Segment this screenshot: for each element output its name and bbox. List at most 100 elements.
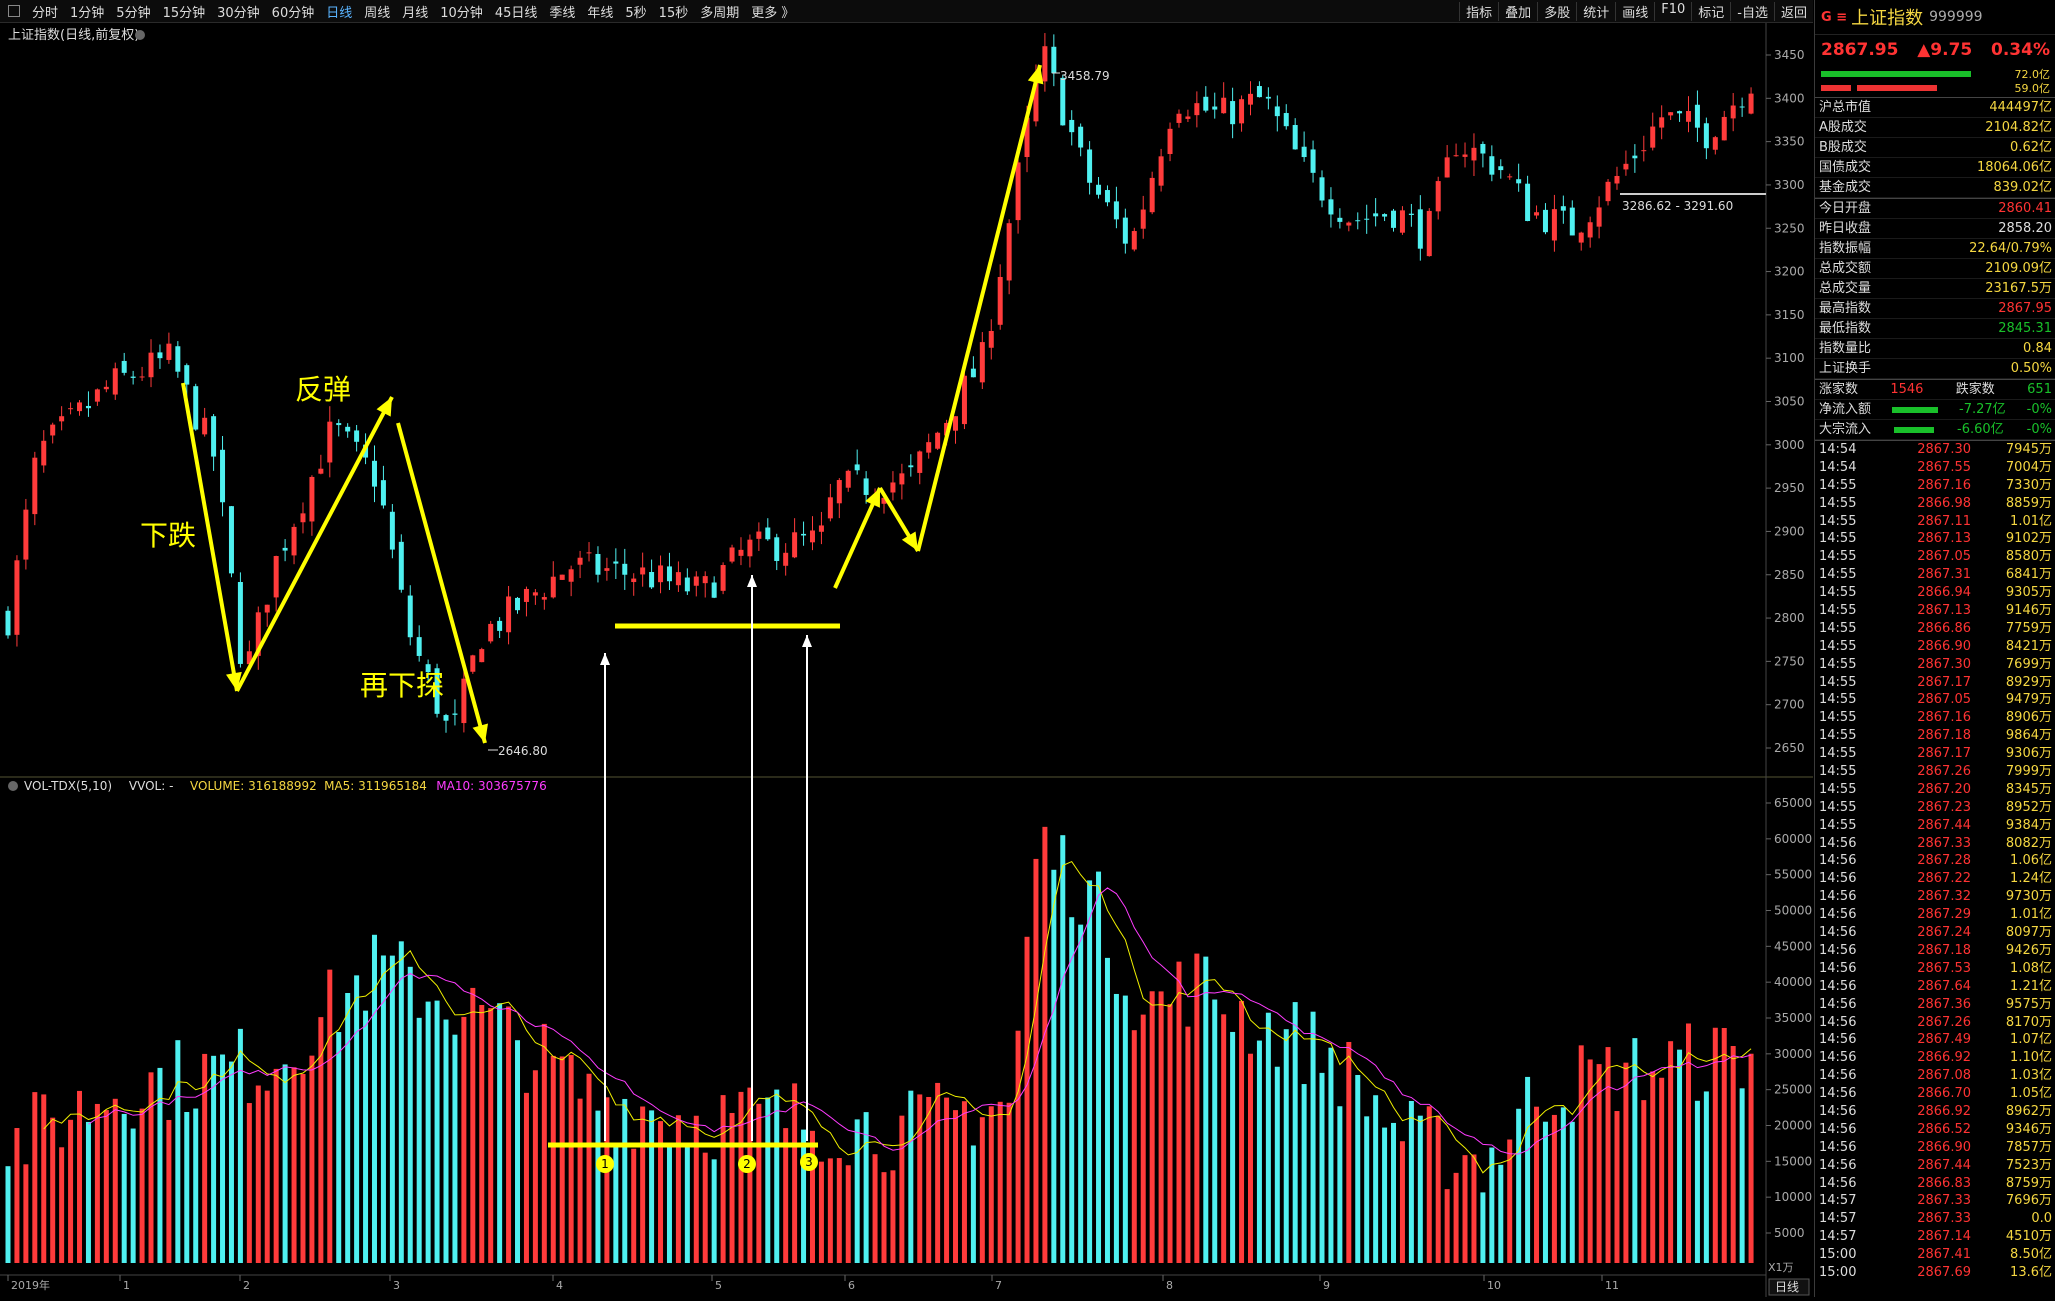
flow2-bar xyxy=(1894,426,1935,433)
period-tab-7[interactable]: 周线 xyxy=(364,5,391,21)
candle-body xyxy=(1167,128,1173,155)
period-tab-1[interactable]: 1分钟 xyxy=(70,5,105,21)
stats1-row: B股成交 0.62亿 xyxy=(1815,138,2055,158)
flow1-value: -7.27亿 xyxy=(1959,402,2006,417)
volume-bar xyxy=(1730,1046,1736,1263)
tick-price: 2866.90 xyxy=(1917,638,1971,654)
time-axis-label: 2 xyxy=(243,1279,250,1292)
candle-body xyxy=(1185,116,1191,119)
candle-body xyxy=(586,552,592,554)
vol-axis-label: 55000 xyxy=(1774,868,1812,882)
period-tab-2[interactable]: 5分钟 xyxy=(116,5,151,21)
tool-tab-3[interactable]: 统计 xyxy=(1576,1,1615,21)
volume-bar xyxy=(658,1121,664,1263)
candle-body xyxy=(157,352,163,359)
tick-list[interactable]: 14:54 2867.30 7945万 14:54 2867.55 7004万 14:55 2… xyxy=(1815,440,2055,1282)
price-axis-label: 2700 xyxy=(1774,698,1805,712)
tool-tab-1[interactable]: 叠加 xyxy=(1498,1,1537,21)
tick-row: 14:56 2867.64 1.21亿 xyxy=(1815,978,2055,996)
tick-time: 14:56 xyxy=(1819,1050,1857,1066)
tool-tab-8[interactable]: 返回 xyxy=(1773,1,1813,21)
tick-price: 2866.90 xyxy=(1917,1139,1971,1155)
volume-bar xyxy=(729,1112,735,1263)
tool-tab-7[interactable]: -自选 xyxy=(1730,1,1774,21)
stats2-row: 总成交额 2109.09亿 xyxy=(1815,259,2055,279)
candle-body xyxy=(291,526,297,556)
period-tab-14[interactable]: 15秒 xyxy=(658,5,689,21)
period-tab-8[interactable]: 月线 xyxy=(402,5,429,21)
volume-bar xyxy=(613,1144,619,1263)
badge-icon[interactable]: G ≡ xyxy=(1821,9,1848,25)
kline-chart-area[interactable]: 上证指数(日线,前复权) 3450 3400 3350 3300 3250 3200 3150… xyxy=(0,23,1813,1297)
candle-body xyxy=(854,464,860,471)
tick-time: 14:56 xyxy=(1819,1157,1857,1173)
volume-bar xyxy=(1623,1062,1629,1263)
tick-row: 14:55 2867.11 1.01亿 xyxy=(1815,513,2055,531)
tick-time: 14:55 xyxy=(1819,477,1857,493)
marker-circle xyxy=(738,1155,756,1173)
candle-body xyxy=(649,572,655,588)
tick-time: 14:55 xyxy=(1819,710,1857,726)
period-tab-4[interactable]: 30分钟 xyxy=(217,5,260,21)
volume-bar xyxy=(1426,1106,1432,1263)
period-tab-6[interactable]: 日线 xyxy=(326,5,353,21)
period-tab-16[interactable]: 更多 》 xyxy=(751,5,795,21)
period-tab-3[interactable]: 15分钟 xyxy=(162,5,206,21)
tool-tab-5[interactable]: F10 xyxy=(1654,1,1691,21)
tick-volume: 9346万 xyxy=(2005,1121,2052,1137)
volume-bar xyxy=(291,1067,297,1263)
tool-tab-0[interactable]: 指标 xyxy=(1459,1,1498,21)
period-tab-12[interactable]: 年线 xyxy=(587,5,614,21)
tick-price: 2867.36 xyxy=(1917,996,1971,1012)
volume-bar xyxy=(85,1121,91,1263)
candle-body xyxy=(1525,183,1531,222)
period-tab-0[interactable]: 分时 xyxy=(32,5,59,21)
period-tab-10[interactable]: 45日线 xyxy=(494,5,538,21)
annotation-down-again: 再下探 xyxy=(360,669,444,702)
volume-bar xyxy=(863,1112,869,1263)
vol-axis-label: 65000 xyxy=(1774,796,1812,810)
period-tab-13[interactable]: 5秒 xyxy=(625,5,647,21)
tick-volume: 1.08亿 xyxy=(2010,960,2052,976)
price-axis-label: 3000 xyxy=(1774,438,1805,452)
tick-price: 2866.98 xyxy=(1917,495,1971,511)
vol-settings-icon xyxy=(8,781,18,791)
candle-body xyxy=(273,556,279,598)
tick-row: 14:55 2866.86 7759万 xyxy=(1815,620,2055,638)
volume-bar xyxy=(1739,1088,1745,1263)
period-tab-5[interactable]: 60分钟 xyxy=(271,5,315,21)
tick-volume: 9146万 xyxy=(2005,603,2052,619)
tool-tab-2[interactable]: 多股 xyxy=(1537,1,1576,21)
price-axis-label: 3450 xyxy=(1774,48,1805,62)
kline-svg[interactable]: 上证指数(日线,前复权)3450340033503300325032003150… xyxy=(0,23,1813,1297)
tool-tab-6[interactable]: 标记 xyxy=(1691,1,1730,21)
period-tab-11[interactable]: 季线 xyxy=(549,5,576,21)
tick-row: 14:56 2866.52 9346万 xyxy=(1815,1121,2055,1139)
candle-body xyxy=(1578,232,1584,243)
volume-bar xyxy=(953,1110,959,1263)
volume-bar xyxy=(961,1101,967,1263)
candle-body xyxy=(1122,217,1128,244)
volume-bar xyxy=(666,1142,672,1263)
volume-bar xyxy=(595,1110,601,1263)
volume-bar xyxy=(586,1073,592,1263)
period-tab-9[interactable]: 10分钟 xyxy=(440,5,483,21)
candle-body xyxy=(1015,162,1021,221)
tick-price: 2867.05 xyxy=(1917,549,1971,565)
tick-time: 14:54 xyxy=(1819,459,1857,475)
tick-price: 2867.17 xyxy=(1917,746,1971,762)
volume-bar xyxy=(756,1103,762,1263)
volume-bar xyxy=(1659,1077,1665,1263)
vol-axis-label: 15000 xyxy=(1774,1154,1812,1168)
flow-row-1: 净流入额 -7.27亿 -0% xyxy=(1815,400,2055,420)
menu-square-icon[interactable] xyxy=(8,5,20,17)
tool-tab-4[interactable]: 画线 xyxy=(1615,1,1654,21)
tick-volume: 6841万 xyxy=(2005,567,2052,583)
period-tab-15[interactable]: 多周期 xyxy=(700,5,740,21)
candle-body xyxy=(1140,209,1146,229)
tick-volume: 1.06亿 xyxy=(2010,853,2052,869)
candle-body xyxy=(568,569,574,582)
period-button[interactable]: 日线 xyxy=(1775,1280,1799,1294)
volume-bar xyxy=(1301,1084,1307,1263)
tick-volume: 7759万 xyxy=(2005,620,2052,636)
